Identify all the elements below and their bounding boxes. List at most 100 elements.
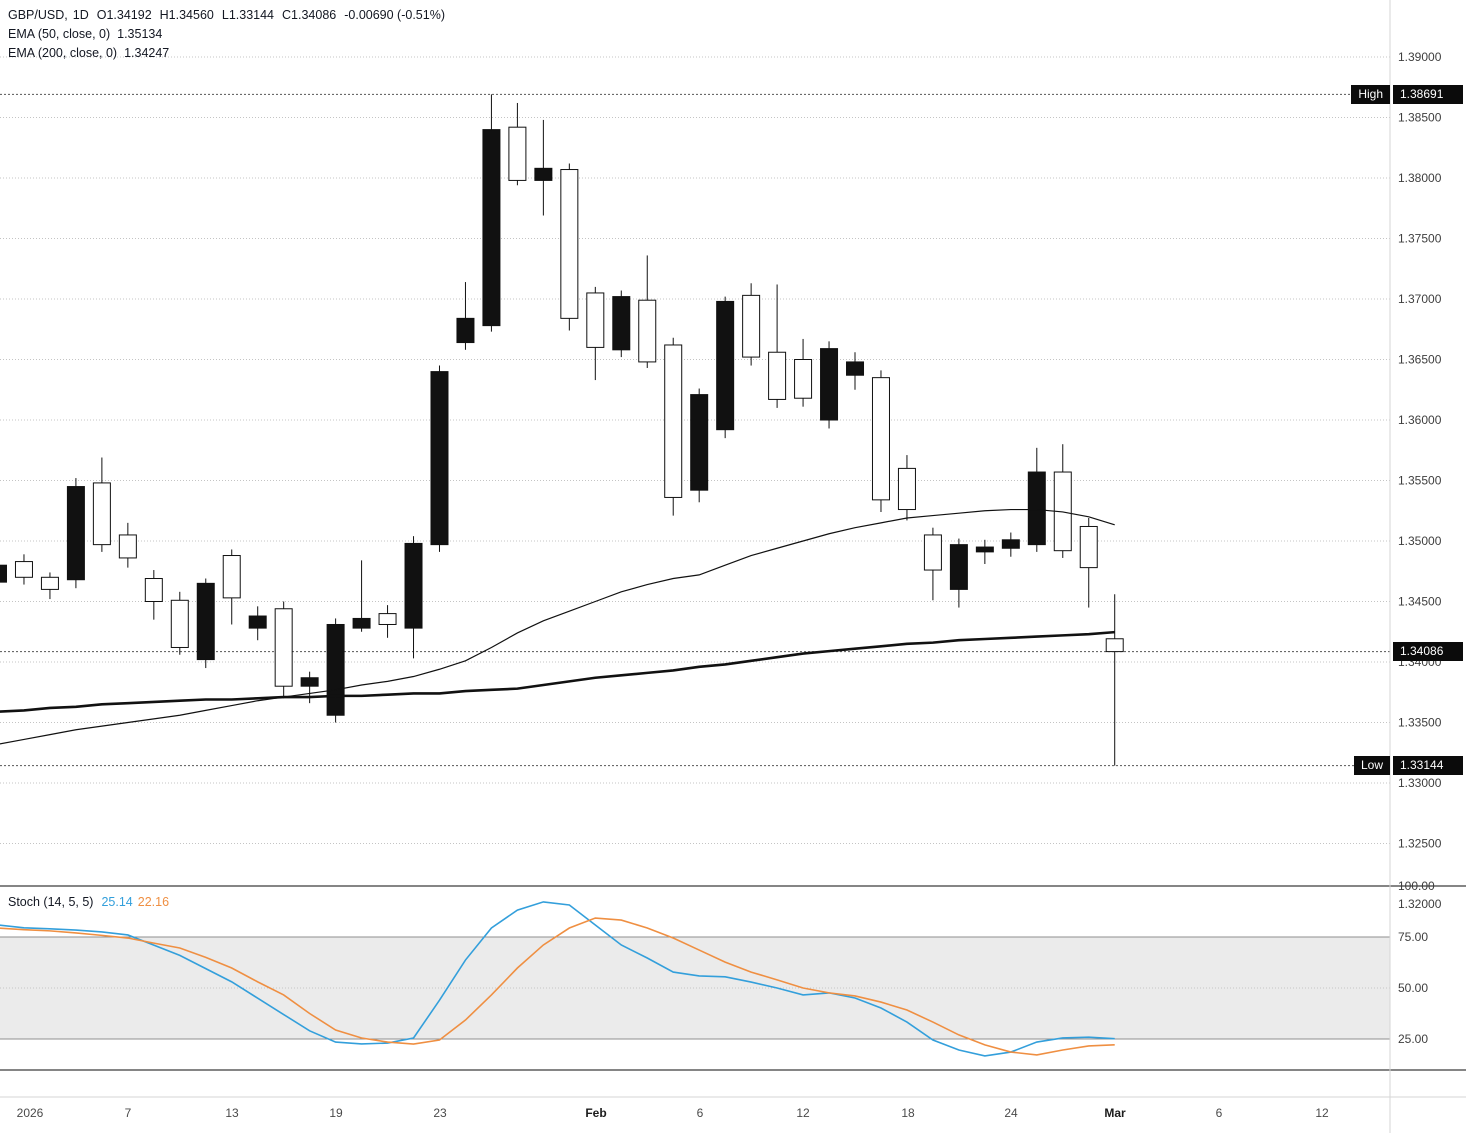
interval-label[interactable]: 1D xyxy=(72,8,89,22)
candle-body[interactable] xyxy=(690,394,709,491)
candle-body[interactable] xyxy=(430,371,449,546)
time-axis-label: 23 xyxy=(433,1106,447,1120)
candle-body[interactable] xyxy=(66,486,85,581)
candle-body[interactable] xyxy=(975,546,994,553)
price-axis-label: 1.33500 xyxy=(1398,716,1442,730)
ema50-label[interactable]: EMA (50, close, 0) xyxy=(8,27,111,41)
time-axis-label: 6 xyxy=(1216,1106,1223,1120)
candle-body[interactable] xyxy=(742,294,761,358)
candle-body[interactable] xyxy=(170,599,189,648)
time-axis-label: Mar xyxy=(1104,1106,1126,1120)
stoch-k-line[interactable] xyxy=(0,901,1115,1057)
high-readout: H1.34560 xyxy=(159,8,214,22)
candle-body[interactable] xyxy=(716,300,735,431)
price-axis-label: 1.37500 xyxy=(1398,232,1442,246)
price-axis-label: 1.36500 xyxy=(1398,353,1442,367)
candle-body[interactable] xyxy=(664,344,683,498)
ema200-legend-row: EMA (200, close, 0) 1.34247 xyxy=(8,44,445,62)
stoch-k-value: 25.14 xyxy=(101,895,133,909)
candle-body[interactable] xyxy=(560,169,579,319)
time-axis-label: 24 xyxy=(1004,1106,1018,1120)
low-badge-tag: Low xyxy=(1353,756,1390,776)
time-axis-label: 7 xyxy=(125,1106,132,1120)
last-price-badge: 1.34086 xyxy=(1393,642,1463,662)
ema200-label[interactable]: EMA (200, close, 0) xyxy=(8,46,118,60)
candle-body[interactable] xyxy=(768,351,787,400)
candle-body[interactable] xyxy=(1001,539,1020,549)
candle-body[interactable] xyxy=(118,534,137,559)
low-badge: Low 1.33144 xyxy=(1353,756,1463,776)
candle-body[interactable] xyxy=(326,623,345,716)
candle-body[interactable] xyxy=(871,377,890,501)
time-axis-label: 12 xyxy=(796,1106,810,1120)
candle-body[interactable] xyxy=(404,542,423,629)
main-legend: GBP/USD, 1D O1.34192 H1.34560 L1.33144 C1.340… xyxy=(8,6,445,62)
ema50-line[interactable] xyxy=(0,508,1115,745)
time-axis-label: 2026 xyxy=(17,1106,44,1120)
candle-body[interactable] xyxy=(196,582,215,661)
candle-body[interactable] xyxy=(508,126,527,181)
candle-body[interactable] xyxy=(534,167,553,181)
candle-body[interactable] xyxy=(949,544,968,590)
price-axis-label: 1.39000 xyxy=(1398,50,1442,64)
time-axis-label: Feb xyxy=(585,1106,606,1120)
candle-body[interactable] xyxy=(794,359,813,399)
candle-body[interactable] xyxy=(222,555,241,599)
stoch-legend: Stoch (14, 5, 5) 25.14 22.16 xyxy=(8,893,169,911)
stoch-axis-label: 75.00 xyxy=(1398,930,1428,944)
candle-body[interactable] xyxy=(923,534,942,571)
price-axis-label: 1.32000 xyxy=(1398,897,1442,911)
price-axis-label: 1.33000 xyxy=(1398,776,1442,790)
change-readout: -0.00690 (-0.51%) xyxy=(344,8,445,22)
candle-body[interactable] xyxy=(1079,525,1098,569)
candle-body[interactable] xyxy=(248,615,267,629)
high-badge-tag: High xyxy=(1351,84,1390,104)
open-readout: O1.34192 xyxy=(96,8,152,22)
candle-body[interactable] xyxy=(0,564,7,583)
candle-body[interactable] xyxy=(144,578,163,603)
price-axis-label: 1.38000 xyxy=(1398,171,1442,185)
candle-body[interactable] xyxy=(456,317,475,344)
candle-body[interactable] xyxy=(274,608,293,687)
time-axis-label: 13 xyxy=(225,1106,239,1120)
candle-body[interactable] xyxy=(820,348,839,421)
price-axis-label: 1.34500 xyxy=(1398,595,1442,609)
candle-body[interactable] xyxy=(846,361,865,376)
candle-body[interactable] xyxy=(92,482,111,546)
time-axis-label: 12 xyxy=(1315,1106,1329,1120)
time-axis-label: 6 xyxy=(697,1106,704,1120)
price-axis-label: 1.37000 xyxy=(1398,292,1442,306)
stoch-axis-label: 25.00 xyxy=(1398,1032,1428,1046)
price-axis-label: 1.36000 xyxy=(1398,413,1442,427)
high-badge-value: 1.38691 xyxy=(1393,84,1463,104)
symbol-ohlc-row: GBP/USD, 1D O1.34192 H1.34560 L1.33144 C1.340… xyxy=(8,6,445,24)
candle-body[interactable] xyxy=(482,129,501,327)
price-axis-label: 1.38500 xyxy=(1398,111,1442,125)
candle-body[interactable] xyxy=(40,576,59,590)
price-axis-label: 1.35000 xyxy=(1398,534,1442,548)
candle-body[interactable] xyxy=(638,299,657,363)
stoch-d-line[interactable] xyxy=(0,917,1115,1056)
time-axis-label: 19 xyxy=(329,1106,343,1120)
candle-body[interactable] xyxy=(352,617,371,629)
ema200-value: 1.34247 xyxy=(124,46,170,60)
stoch-d-value: 22.16 xyxy=(137,895,170,909)
candle-body[interactable] xyxy=(612,296,631,351)
close-readout: C1.34086 xyxy=(282,8,337,22)
candle-body[interactable] xyxy=(378,613,397,625)
time-axis-label: 18 xyxy=(901,1106,915,1120)
ema200-line[interactable] xyxy=(0,630,1115,713)
candle-body[interactable] xyxy=(300,677,319,687)
stoch-label[interactable]: Stoch (14, 5, 5) xyxy=(8,895,94,909)
candle-body[interactable] xyxy=(586,292,605,348)
candle-body[interactable] xyxy=(1027,471,1046,546)
ema50-legend-row: EMA (50, close, 0) 1.35134 xyxy=(8,25,445,43)
price-axis-label: 1.32500 xyxy=(1398,837,1442,851)
symbol-title[interactable]: GBP/USD, xyxy=(8,8,68,22)
candle-body[interactable] xyxy=(14,561,33,578)
candle-body[interactable] xyxy=(897,467,916,511)
last-price-badge-value: 1.34086 xyxy=(1393,642,1463,662)
candle-body[interactable] xyxy=(1105,638,1124,653)
